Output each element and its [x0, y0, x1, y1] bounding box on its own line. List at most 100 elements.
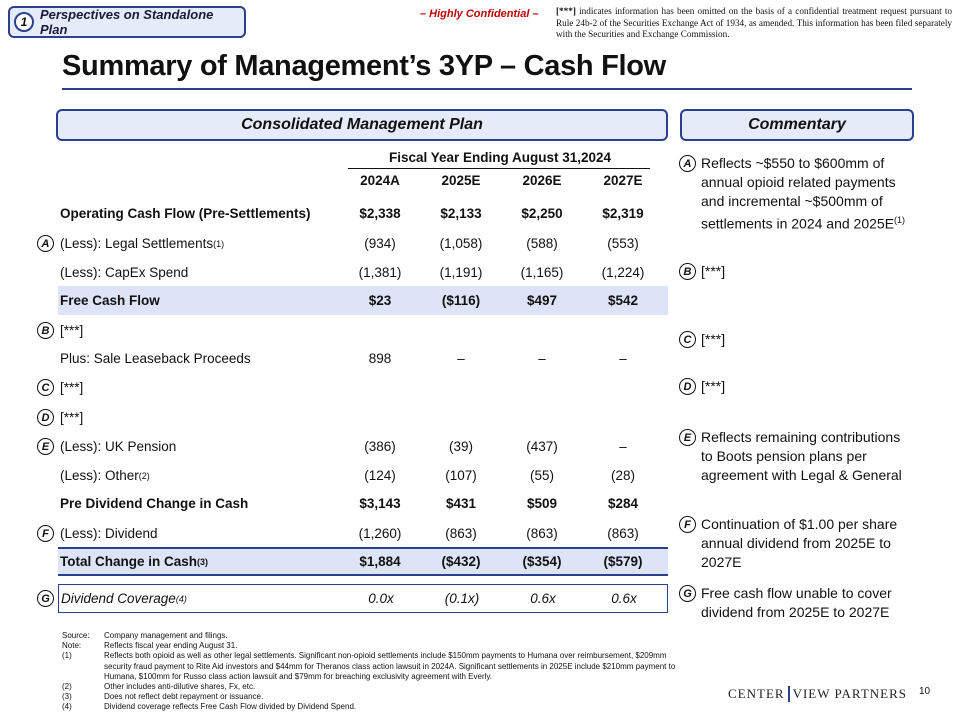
- commentary-marker-icon: G: [679, 585, 696, 602]
- table-row: (Less): Dividend (1,260) (863) (863) (863): [58, 519, 668, 548]
- row-marker-icon: D: [37, 409, 54, 426]
- row-label: Operating Cash Flow (Pre-Settlements): [60, 199, 311, 228]
- commentary-marker-icon: A: [679, 155, 696, 172]
- commentary-item: Reflects ~$550 to $600mm of annual opioi…: [701, 154, 911, 234]
- footnote-text: Company management and filings.: [104, 631, 228, 640]
- table-cell: $431: [445, 496, 477, 511]
- row-label-text: [***]: [60, 323, 84, 338]
- row-marker-icon: A: [37, 235, 54, 252]
- row-label-text: (Less): Other: [60, 468, 139, 483]
- table-cell: (0.1x): [444, 591, 480, 606]
- footnote-text: Does not reflect debt repayment or issua…: [104, 692, 264, 702]
- commentary-marker-icon: D: [679, 378, 696, 395]
- title-rule: [62, 88, 912, 90]
- table-row: [***]: [58, 316, 668, 345]
- table-cell: ($116): [441, 293, 481, 308]
- table-cell: (39): [448, 439, 473, 454]
- table-cell: (1,165): [520, 265, 564, 280]
- footnote-key: (4): [62, 702, 72, 712]
- footnote-text: Reflects fiscal year ending August 31.: [104, 641, 238, 651]
- section-number: 1: [14, 12, 34, 32]
- table-cell: ($432): [441, 554, 481, 569]
- table-cell: (437): [526, 439, 558, 454]
- fiscal-year-rule: [348, 168, 650, 169]
- table-cell: (553): [607, 236, 639, 251]
- table-cell: –: [619, 351, 627, 366]
- row-label-text: [***]: [60, 410, 84, 425]
- row-marker-icon: G: [37, 590, 54, 607]
- commentary-item: Reflects remaining contributions to Boot…: [701, 428, 911, 485]
- row-label-text: (Less): Legal Settlements: [60, 236, 214, 251]
- table-cell: [345, 316, 415, 345]
- table-cell: –: [538, 351, 546, 366]
- table-cell: (1,224): [601, 265, 645, 280]
- section-tab: 1 Perspectives on Standalone Plan: [8, 6, 246, 38]
- commentary-marker-icon: C: [679, 331, 696, 348]
- table-row: Total Change in Cash (3) $1,884 ($432) ($354…: [58, 547, 668, 576]
- table-cell: [588, 316, 658, 345]
- table-cell: (863): [607, 526, 639, 541]
- column-header: 2025E: [441, 173, 481, 188]
- table-cell: $2,319: [602, 206, 644, 221]
- table-cell: 0.6x: [530, 591, 556, 606]
- footnote-ref: (1): [894, 215, 906, 225]
- footnote-ref: (3): [197, 556, 209, 567]
- row-label-text: Total Change in Cash: [60, 554, 198, 569]
- footnote-ref: (4): [175, 593, 187, 604]
- row-label: (Less): Legal Settlements (1): [60, 229, 224, 258]
- fiscal-year-header: Fiscal Year Ending August 31,2024: [388, 150, 612, 165]
- table-cell: [588, 403, 658, 432]
- row-label-text: (Less): CapEx Spend: [60, 265, 189, 280]
- notice-marker: [***]: [556, 6, 576, 16]
- commentary-text: [***]: [701, 331, 726, 347]
- table-row: Dividend Coverage (4) 0.0x (0.1x) 0.6x 0.6x: [58, 584, 668, 613]
- row-marker-icon: E: [37, 438, 54, 455]
- footnote: (3) Does not reflect debt repayment or is…: [62, 692, 677, 702]
- table-row: [***]: [58, 403, 668, 432]
- column-header: 2027E: [603, 173, 643, 188]
- table-cell: 0.0x: [368, 591, 394, 606]
- table-cell: $23: [368, 293, 392, 308]
- footnote-ref: (2): [138, 470, 150, 481]
- commentary-item: Free cash flow unable to cover dividend …: [701, 584, 911, 622]
- row-label-text: (Less): Dividend: [60, 526, 158, 541]
- commentary-marker-icon: E: [679, 429, 696, 446]
- table-cell: (934): [364, 236, 396, 251]
- table-cell: (1,381): [358, 265, 402, 280]
- row-label-text: [***]: [60, 380, 84, 395]
- footnote: (4) Dividend coverage reflects Free Cash …: [62, 702, 677, 712]
- commentary-header: Commentary: [680, 109, 914, 141]
- table-row: (Less): Legal Settlements (1) (934) (1,058)…: [58, 229, 668, 258]
- table-cell: [426, 373, 496, 402]
- table-row: (Less): CapEx Spend (1,381) (1,191) (1,165)…: [58, 258, 668, 287]
- table-cell: $542: [607, 293, 639, 308]
- table-cell: $2,250: [521, 206, 563, 221]
- table-cell: (28): [610, 468, 635, 483]
- table-cell: [345, 403, 415, 432]
- footnotes: Source: Company management and filings. No…: [62, 631, 677, 713]
- row-label-text: Dividend Coverage: [61, 591, 176, 606]
- row-label: [***]: [60, 403, 83, 432]
- footnote-key: Source:: [62, 631, 90, 640]
- table-cell: –: [457, 351, 465, 366]
- row-label: [***]: [60, 316, 83, 345]
- table-cell: (863): [445, 526, 477, 541]
- footnote-text: Other includes anti-dilutive shares, Fx,…: [104, 682, 256, 692]
- table-cell: [507, 316, 577, 345]
- brand-divider: [787, 686, 790, 702]
- confidential-label: – Highly Confidential –: [420, 8, 539, 20]
- row-label: Pre Dividend Change in Cash: [60, 489, 248, 518]
- commentary-marker-icon: B: [679, 263, 696, 280]
- footnote: (1) Reflects both opioid as well as other…: [62, 651, 677, 682]
- brand-left: CENTER: [728, 686, 785, 701]
- table-cell: (124): [364, 468, 396, 483]
- commentary-marker-icon: F: [679, 516, 696, 533]
- confidential-notice: [***] indicates information has been omi…: [556, 6, 952, 41]
- table-cell: $509: [526, 496, 558, 511]
- table-cell: (107): [445, 468, 477, 483]
- row-label: Total Change in Cash (3): [60, 549, 208, 574]
- commentary-item: Continuation of $1.00 per share annual d…: [701, 515, 911, 572]
- table-cell: [588, 373, 658, 402]
- row-label: (Less): UK Pension: [60, 432, 176, 461]
- row-label: [***]: [60, 373, 83, 402]
